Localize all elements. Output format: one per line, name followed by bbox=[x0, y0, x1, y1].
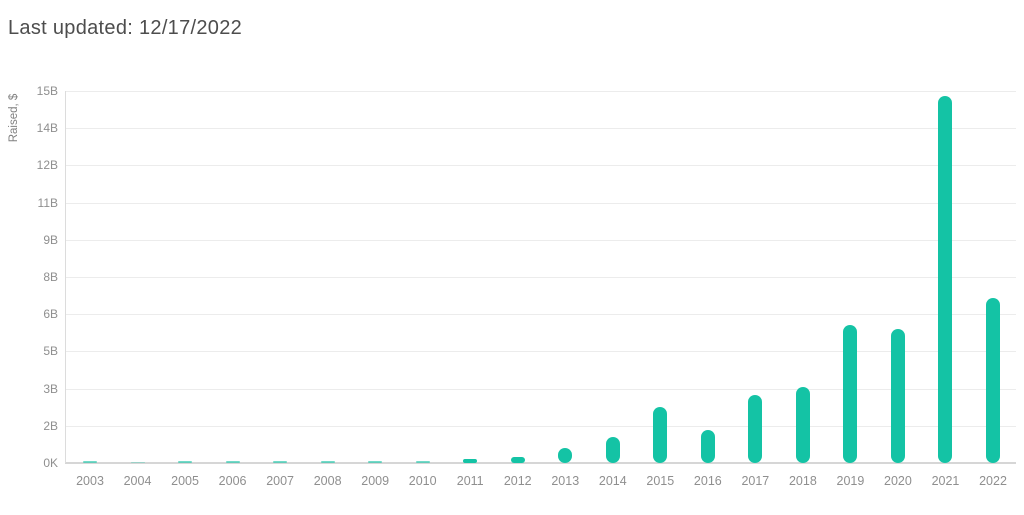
bar-2019[interactable] bbox=[843, 325, 858, 463]
y-tick-8B: 8B bbox=[43, 270, 58, 284]
bar-2009[interactable] bbox=[368, 460, 383, 463]
gridline-12B bbox=[65, 165, 1016, 167]
bar-2017[interactable] bbox=[748, 394, 763, 463]
gridline-0K bbox=[65, 462, 1016, 464]
gridline-14B bbox=[65, 128, 1016, 130]
y-tick-0K: 0K bbox=[43, 456, 58, 470]
bar-2021[interactable] bbox=[938, 95, 953, 463]
y-tick-15B: 15B bbox=[36, 84, 58, 98]
bar-2012[interactable] bbox=[510, 457, 525, 463]
gridline-6B bbox=[65, 314, 1016, 316]
x-tick-2014: 2014 bbox=[598, 474, 627, 488]
y-tick-3B: 3B bbox=[43, 381, 58, 396]
x-tick-2016: 2016 bbox=[693, 474, 722, 488]
x-tick-2022: 2022 bbox=[979, 474, 1007, 488]
bar-2006[interactable] bbox=[225, 460, 240, 463]
x-tick-2003: 2003 bbox=[76, 474, 104, 488]
chart-title: Last updated: 12/17/2022 bbox=[8, 17, 243, 39]
x-tick-2009: 2009 bbox=[361, 474, 390, 488]
bar-2011[interactable] bbox=[463, 459, 478, 463]
bar-2008[interactable] bbox=[320, 460, 335, 463]
x-tick-2017: 2017 bbox=[741, 474, 770, 488]
x-tick-2015: 2015 bbox=[646, 474, 675, 488]
bar-2016[interactable] bbox=[700, 429, 715, 463]
gridline-15B bbox=[65, 91, 1016, 92]
bar-2018[interactable] bbox=[795, 387, 810, 463]
gridline-9B bbox=[65, 239, 1016, 241]
x-tick-2006: 2006 bbox=[218, 474, 247, 488]
bar-2015[interactable] bbox=[653, 407, 668, 463]
gridline-5B bbox=[65, 351, 1016, 353]
x-tick-2020: 2020 bbox=[884, 474, 912, 488]
bar-2007[interactable] bbox=[273, 460, 288, 463]
x-tick-2007: 2007 bbox=[266, 474, 294, 488]
x-tick-2008: 2008 bbox=[313, 474, 342, 488]
gridline-2B bbox=[65, 425, 1016, 427]
y-tick-9B: 9B bbox=[43, 232, 58, 247]
x-tick-2013: 2013 bbox=[551, 474, 580, 488]
bar-2014[interactable] bbox=[605, 436, 620, 463]
y-tick-6B: 6B bbox=[43, 307, 58, 322]
y-axis-line bbox=[65, 91, 66, 463]
x-tick-2012: 2012 bbox=[503, 474, 532, 488]
y-tick-14B: 14B bbox=[36, 121, 58, 136]
bar-2013[interactable] bbox=[558, 448, 573, 463]
x-tick-2019: 2019 bbox=[836, 474, 865, 488]
bar-2005[interactable] bbox=[178, 460, 193, 463]
y-tick-12B: 12B bbox=[36, 158, 58, 173]
y-tick-5B: 5B bbox=[43, 344, 58, 359]
bar-2003[interactable] bbox=[83, 460, 97, 463]
gridline-8B bbox=[65, 277, 1016, 278]
bar-2010[interactable] bbox=[415, 460, 430, 463]
gridline-3B bbox=[65, 388, 1016, 390]
x-tick-2004: 2004 bbox=[123, 474, 152, 488]
y-tick-2B: 2B bbox=[43, 418, 58, 433]
x-tick-2010: 2010 bbox=[408, 474, 437, 488]
x-tick-2011: 2011 bbox=[456, 474, 484, 488]
y-tick-11B: 11B bbox=[37, 195, 58, 210]
gridline-11B bbox=[65, 202, 1016, 204]
x-tick-2018: 2018 bbox=[788, 474, 817, 488]
bar-2004[interactable] bbox=[130, 462, 145, 463]
x-tick-2005: 2005 bbox=[171, 474, 199, 488]
x-tick-2021: 2021 bbox=[931, 474, 960, 488]
bar-2022[interactable] bbox=[986, 298, 1000, 463]
bar-2020[interactable] bbox=[890, 329, 905, 463]
